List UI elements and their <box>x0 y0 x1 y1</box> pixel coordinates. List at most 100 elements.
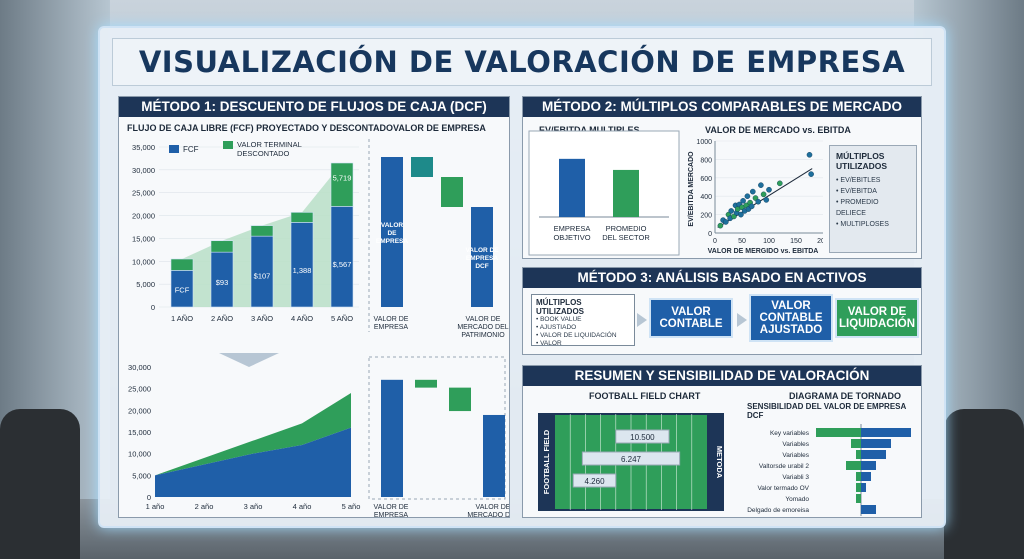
scatter-point <box>776 180 783 187</box>
dcf-panel: MÉTODO 1: DESCUENTO DE FLUJOS DE CAJA (D… <box>118 96 510 518</box>
x-tick-label: DEL SECTOR <box>602 233 650 242</box>
tornado-bar-low <box>856 472 861 481</box>
scatter-point <box>758 182 764 188</box>
chair-left <box>0 409 80 559</box>
book-value-line: CONTABLE <box>659 318 723 330</box>
x-tick-label: 4 año <box>293 502 312 511</box>
assets-list-item: • VALOR <box>536 340 562 347</box>
tornado-bar-high <box>861 472 871 481</box>
field-label-right: METODA <box>715 446 724 479</box>
tornado-label: Valor termado OV <box>757 485 809 492</box>
bar-label: FCF <box>175 285 190 294</box>
ev-chart-title: VALOR DE EMPRESA <box>393 123 486 133</box>
bar-label: 1,388 <box>293 266 312 275</box>
waterfall-x-label: MERCADO DEL <box>457 324 508 331</box>
fcf-bar <box>290 222 314 308</box>
tornado-label: Valtorsde urabil 2 <box>759 463 809 470</box>
multiples-box-item: • EV/EBITDA <box>836 188 877 195</box>
x-tick-label: 0 <box>713 238 717 245</box>
scatter-point <box>760 191 767 198</box>
tornado-bar-low <box>856 483 861 492</box>
page-title: VISUALIZACIÓN DE VALORACIÓN DE EMPRESA <box>138 45 906 79</box>
waterfall-bar <box>381 379 403 497</box>
x-tick-label: 150 <box>790 238 802 245</box>
y-tick-label: 5,000 <box>132 471 151 480</box>
bar-label: $,567 <box>333 260 352 269</box>
tornado-title: DIAGRAMA DE TORNADO <box>789 391 901 401</box>
waterfall-x-label: VALOR DE <box>374 316 409 323</box>
waterfall-x-label: PATRIMONIO <box>461 332 505 339</box>
y-tick-label: 15,000 <box>132 234 155 243</box>
tornado-label: Delgado de emoreisa <box>747 507 809 514</box>
multiples-box-item: • EV/EBITLES <box>836 177 881 184</box>
chair-right <box>944 409 1024 559</box>
range-label: 4.260 <box>585 477 606 486</box>
tv-bar <box>330 162 354 207</box>
waterfall-x-label: VALOR DE <box>374 504 409 511</box>
y-axis-label: EV/EBITDA MERCADO <box>688 151 695 227</box>
bar-label: $107 <box>254 272 271 281</box>
y-tick-label: 15,000 <box>128 428 151 437</box>
dcf-header: MÉTODO 1: DESCUENTO DE FLUJOS DE CAJA (D… <box>119 97 509 117</box>
multiples-panel: MÉTODO 2: MÚLTIPLOS COMPARABLES DE MERCA… <box>522 96 922 259</box>
endzone-right <box>707 414 723 510</box>
adjusted-value-line: CONTABLE <box>759 312 823 324</box>
tornado-bar-low <box>856 494 861 503</box>
x-tick-label: 1 año <box>146 502 165 511</box>
y-tick-label: 30,000 <box>128 363 151 372</box>
scatter-point <box>722 219 729 225</box>
range-bar <box>581 451 681 466</box>
tv-bar <box>290 212 314 223</box>
tv-value-label: 5,719 <box>333 173 352 182</box>
y-tick-label: 20,000 <box>128 406 151 415</box>
book-value-box: VALOR CONTABLE <box>649 298 733 338</box>
x-tick-label: 2 año <box>195 502 214 511</box>
liquidation-line: VALOR DE <box>847 306 907 318</box>
legend-swatch-fcf <box>169 145 179 153</box>
multiples-header: MÉTODO 2: MÚLTIPLOS COMPARABLES DE MERCA… <box>523 97 921 117</box>
tornado-bar-low <box>816 428 861 437</box>
tv-bar <box>170 258 194 271</box>
scatter-point <box>717 222 724 229</box>
waterfall-bar <box>441 177 463 207</box>
y-tick-label: 25,000 <box>132 189 155 198</box>
y-tick-label: 0 <box>147 493 151 502</box>
x-tick-label: 50 <box>738 238 746 245</box>
tornado-label: Variables <box>782 452 809 459</box>
x-tick-label: 100 <box>763 238 775 245</box>
assets-header: MÉTODO 3: ANÁLISIS BASADO EN ACTIVOS <box>523 268 921 288</box>
y-tick-label: 35,000 <box>132 143 155 152</box>
multiples-used-box: MÚLTIPLOS UTILIZADOS • EV/EBITLES • EV/E… <box>829 145 917 253</box>
multiple-bar <box>613 169 639 217</box>
waterfall-x-label: VALOR DE <box>466 316 501 323</box>
range-label: 10.500 <box>630 433 655 442</box>
waterfall-inner-label: VALOR DE <box>465 247 499 254</box>
dcf-charts: 0 5,000 10,000 15,000 20,000 25,000 30,000 35,0… <box>128 139 509 517</box>
legend-label-fcf: FCF <box>183 145 199 154</box>
x-tick-label: 1 AÑO <box>171 314 193 323</box>
y-tick-label: 1000 <box>696 139 712 146</box>
multiple-bar <box>559 158 585 217</box>
liquidation-value-box: VALOR DE LIQUIDACIÓN <box>835 298 919 338</box>
fcf-chart-title: FLUJO DE CAJA LIBRE (FCF) PROYECTADO Y D… <box>127 123 394 133</box>
scatter-title: VALOR DE MERCADO vs. EBITDA <box>705 125 851 135</box>
x-tick-label: PROMEDIO <box>606 224 647 233</box>
scatter-point <box>728 208 734 214</box>
scatter-point <box>763 197 770 203</box>
endzone-left <box>539 414 555 510</box>
waterfall-x-label: EMPRESA <box>374 324 409 331</box>
waterfall-bar <box>415 379 437 388</box>
summary-charts: FOOTBALL FIELD METODA 10.500 6.247 4.260 Key … <box>538 413 911 516</box>
scatter-point <box>740 198 746 204</box>
tornado-subtitle: SENSIBILIDAD DEL VALOR DE EMPRESA DCF <box>747 402 906 420</box>
x-tick-label: 4 AÑO <box>291 314 313 323</box>
x-axis-label: VALOR DE MERGIDO vs. EBITDA <box>708 248 819 255</box>
x-tick-label: 2 AÑO <box>211 314 233 323</box>
bar-label: $93 <box>216 278 229 287</box>
chevron-down-icon <box>219 353 279 367</box>
waterfall-bar <box>471 207 493 307</box>
tornado-label: Yomado <box>785 496 809 503</box>
range-bar <box>615 429 670 444</box>
tornado-bar-high <box>861 439 891 448</box>
